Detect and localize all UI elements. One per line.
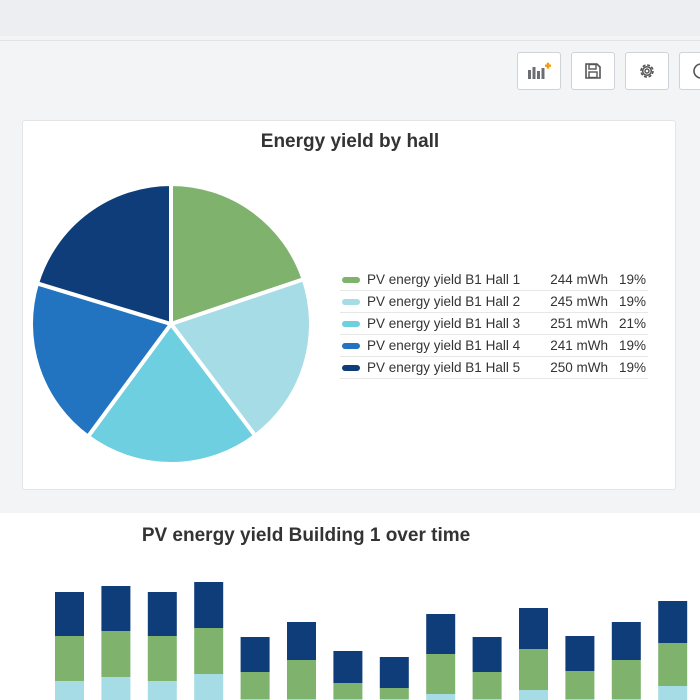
bar-segment[interactable]	[101, 586, 131, 631]
bar-segment[interactable]	[147, 592, 177, 636]
bar-segment[interactable]	[194, 674, 224, 700]
legend-item-hall-2[interactable]: PV energy yield B1 Hall 2 245 mWh 19%	[340, 291, 648, 313]
legend-label: PV energy yield B1 Hall 2	[367, 294, 521, 309]
pie-slice-hall-4[interactable]	[29, 281, 173, 439]
legend-value: 251 mWh	[550, 316, 608, 331]
legend-item-hall-5[interactable]: PV energy yield B1 Hall 5 250 mWh 19%	[340, 357, 648, 379]
legend-value: 244 mWh	[550, 272, 608, 287]
bar-segment[interactable]	[472, 637, 502, 672]
legend-label: PV energy yield B1 Hall 4	[367, 338, 521, 353]
bar-segment[interactable]	[101, 677, 131, 700]
bar-segment[interactable]	[565, 636, 595, 671]
bar-segment[interactable]	[194, 582, 224, 628]
top-bar	[0, 0, 700, 36]
add-chart-button[interactable]	[517, 52, 561, 90]
legend-swatch	[342, 298, 360, 305]
divider	[0, 40, 700, 41]
bar-segment[interactable]	[147, 681, 177, 700]
bar-segment[interactable]	[519, 608, 548, 649]
gear-icon	[640, 64, 654, 78]
legend-percent: 19%	[618, 272, 646, 287]
bar-segment[interactable]	[287, 622, 316, 660]
pie-slice-hall-3[interactable]	[85, 322, 258, 466]
bar-segment[interactable]	[240, 672, 270, 699]
bar-segment[interactable]	[333, 683, 363, 699]
bar-segment[interactable]	[333, 651, 363, 683]
legend-percent: 19%	[618, 294, 646, 309]
legend-percent: 21%	[618, 316, 646, 331]
legend-item-hall-1[interactable]: PV energy yield B1 Hall 1 244 mWh 19%	[340, 269, 648, 291]
legend-swatch	[342, 364, 360, 371]
bar-chart-plus-icon	[528, 62, 551, 79]
pie-chart	[29, 182, 313, 466]
legend-percent: 19%	[618, 338, 646, 353]
pie-legend: PV energy yield B1 Hall 1 244 mWh 19% PV en…	[340, 269, 648, 379]
bar-segment[interactable]	[426, 654, 456, 694]
history-button[interactable]	[679, 52, 700, 90]
floppy-disk-icon	[585, 63, 601, 79]
bar-segment[interactable]	[519, 649, 548, 690]
legend-item-hall-3[interactable]: PV energy yield B1 Hall 3 251 mWh 21%	[340, 313, 648, 335]
bar-segment[interactable]	[658, 601, 688, 643]
bar-chart-title: PV energy yield Building 1 over time	[141, 525, 471, 546]
bar-segment[interactable]	[55, 681, 84, 700]
save-button[interactable]	[571, 52, 615, 90]
legend-item-hall-4[interactable]: PV energy yield B1 Hall 4 241 mWh 19%	[340, 335, 648, 357]
bar-segment[interactable]	[426, 614, 456, 654]
legend-label: PV energy yield B1 Hall 5	[367, 360, 521, 375]
bar-segment[interactable]	[379, 657, 409, 688]
legend-label: PV energy yield B1 Hall 1	[367, 272, 521, 287]
legend-swatch	[342, 342, 360, 349]
pie-slice-hall-5[interactable]	[35, 182, 173, 326]
bar-segment[interactable]	[472, 672, 502, 699]
bar-segment[interactable]	[147, 636, 177, 681]
bar-segment[interactable]	[611, 660, 641, 699]
bar-segment[interactable]	[101, 631, 131, 677]
legend-percent: 19%	[618, 360, 646, 375]
bar-segment[interactable]	[611, 622, 641, 660]
bar-segment[interactable]	[519, 690, 548, 700]
stacked-bar-chart	[55, 582, 688, 700]
legend-swatch	[342, 320, 360, 327]
pie-chart-title: Energy yield by hall	[260, 131, 440, 152]
bar-segment[interactable]	[240, 637, 270, 672]
bar-segment[interactable]	[658, 686, 688, 700]
clock-icon	[693, 63, 700, 79]
bar-segment[interactable]	[55, 592, 84, 636]
legend-value: 245 mWh	[550, 294, 608, 309]
legend-label: PV energy yield B1 Hall 3	[367, 316, 521, 331]
bar-segment[interactable]	[55, 636, 84, 681]
bar-segment[interactable]	[379, 688, 409, 699]
bar-segment[interactable]	[426, 694, 456, 700]
bar-segment[interactable]	[194, 628, 224, 674]
bar-segment[interactable]	[565, 671, 595, 699]
pie-slice-hall-2[interactable]	[169, 277, 313, 438]
bar-segment[interactable]	[658, 643, 688, 686]
legend-value: 241 mWh	[550, 338, 608, 353]
settings-button[interactable]	[625, 52, 669, 90]
legend-value: 250 mWh	[550, 360, 608, 375]
legend-swatch	[342, 276, 360, 283]
bar-segment[interactable]	[287, 660, 316, 699]
